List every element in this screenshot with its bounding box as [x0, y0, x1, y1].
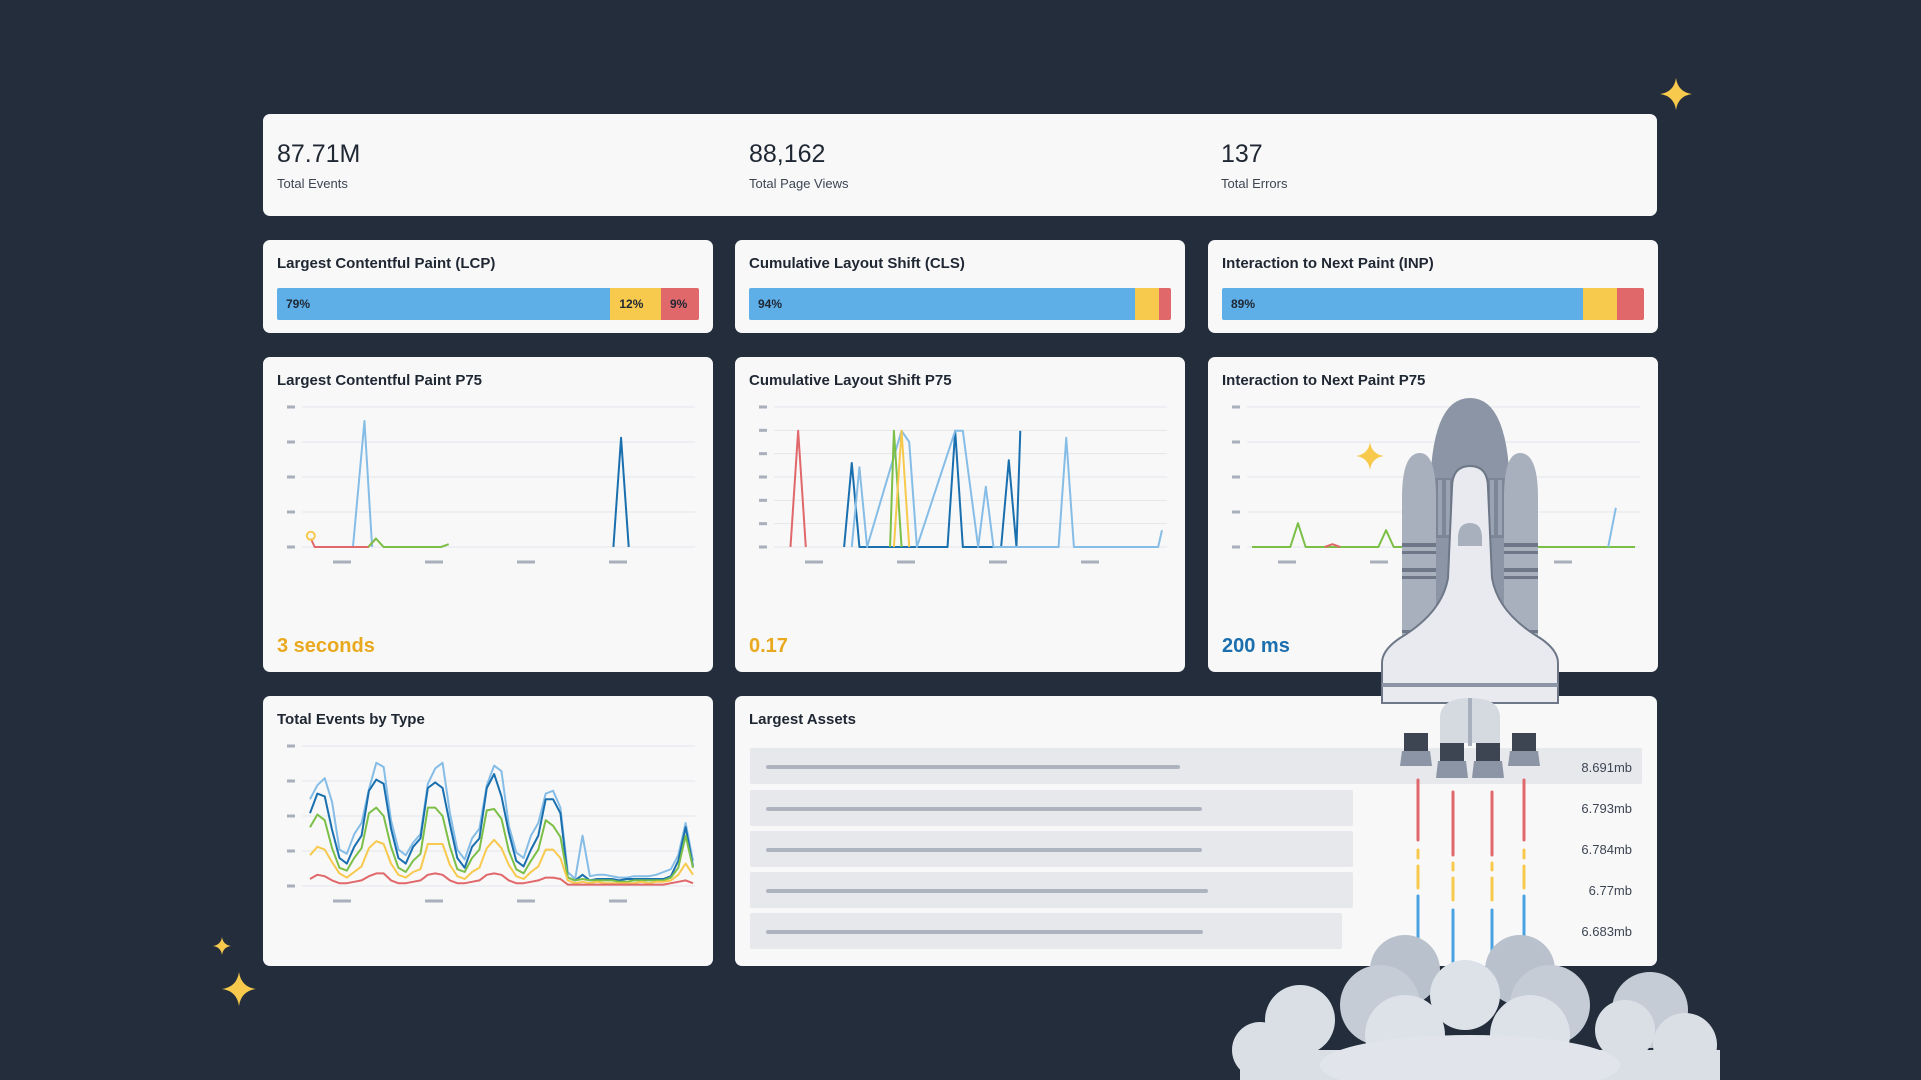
stat-value: 137: [1221, 140, 1263, 168]
needs-improvement-segment[interactable]: 12%: [610, 288, 661, 320]
asset-row[interactable]: [750, 872, 1353, 908]
card-title: Cumulative Layout Shift (CLS): [749, 255, 965, 272]
stat-label: Total Events: [277, 176, 348, 191]
stat-label: Total Page Views: [749, 176, 849, 191]
asset-name-placeholder: [766, 765, 1180, 769]
cls-distribution-card[interactable]: Cumulative Layout Shift (CLS) 94%: [735, 240, 1185, 333]
stat-label: Total Errors: [1221, 176, 1288, 191]
sparkle-icon: [222, 972, 256, 1006]
asset-name-placeholder: [766, 848, 1202, 852]
lcp-p75-line-chart[interactable]: [277, 402, 699, 567]
lcp-distribution-card[interactable]: Largest Contentful Paint (LCP) 79% 12% 9…: [263, 240, 713, 333]
lcp-p75-value: 3 seconds: [277, 635, 375, 657]
poor-segment[interactable]: 9%: [661, 288, 699, 320]
card-title: Interaction to Next Paint P75: [1222, 372, 1426, 389]
distribution-bar: 79% 12% 9%: [277, 288, 699, 320]
cloud-illustration: [1232, 935, 1720, 1080]
stat-value: 87.71M: [277, 140, 361, 168]
card-title: Largest Assets: [749, 711, 856, 728]
asset-size: 6.683mb: [1581, 924, 1632, 939]
sparkle-icon: [213, 937, 231, 955]
stat-value: 88,162: [749, 140, 826, 168]
poor-segment[interactable]: [1616, 288, 1644, 320]
asset-name-placeholder: [766, 930, 1203, 934]
asset-row[interactable]: [750, 913, 1342, 949]
good-segment[interactable]: 89%: [1222, 288, 1583, 320]
distribution-bar: 94%: [749, 288, 1171, 320]
cls-p75-line-chart[interactable]: [749, 402, 1171, 567]
good-segment[interactable]: 94%: [749, 288, 1136, 320]
needs-improvement-segment[interactable]: [1135, 288, 1159, 320]
asset-row[interactable]: [750, 831, 1353, 867]
events-by-type-card[interactable]: Total Events by Type: [263, 696, 713, 966]
sparkle-icon: [1356, 442, 1384, 470]
asset-size: 6.784mb: [1581, 842, 1632, 857]
card-title: Largest Contentful Paint (LCP): [277, 255, 496, 272]
summary-card: 87.71M Total Events 88,162 Total Page Vi…: [263, 114, 1657, 216]
card-title: Total Events by Type: [277, 711, 425, 728]
good-segment[interactable]: 79%: [277, 288, 611, 320]
card-title: Interaction to Next Paint (INP): [1222, 255, 1434, 272]
card-title: Cumulative Layout Shift P75: [749, 372, 952, 389]
stat-total-events: 87.71M Total Events: [277, 140, 360, 191]
cls-p75-card[interactable]: Cumulative Layout Shift P75 0.17: [735, 357, 1185, 672]
distribution-bar: 89%: [1222, 288, 1644, 320]
asset-row[interactable]: [750, 790, 1353, 826]
events-by-type-line-chart[interactable]: [277, 741, 699, 906]
poor-segment[interactable]: [1158, 288, 1171, 320]
needs-improvement-segment[interactable]: [1582, 288, 1617, 320]
asset-size: 6.793mb: [1581, 801, 1632, 816]
card-title: Largest Contentful Paint P75: [277, 372, 483, 389]
stat-total-page-views: 88,162 Total Page Views: [749, 140, 849, 191]
asset-size: 6.77mb: [1588, 883, 1632, 898]
rocket-shuttle-illustration: [1381, 398, 1559, 778]
sparkle-icon: [1660, 78, 1692, 110]
asset-name-placeholder: [766, 889, 1208, 893]
asset-size: 8.691mb: [1581, 760, 1632, 775]
stat-total-errors: 137 Total Errors: [1221, 140, 1287, 191]
asset-name-placeholder: [766, 807, 1202, 811]
lcp-p75-card[interactable]: Largest Contentful Paint P75 3 seconds: [263, 357, 713, 672]
inp-p75-value: 200 ms: [1222, 635, 1290, 657]
inp-distribution-card[interactable]: Interaction to Next Paint (INP) 89%: [1208, 240, 1658, 333]
cls-p75-value: 0.17: [749, 635, 788, 657]
